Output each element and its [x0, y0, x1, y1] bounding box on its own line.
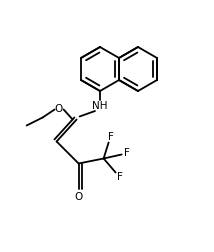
Text: F: F [124, 147, 129, 158]
Text: F: F [117, 172, 123, 181]
Text: F: F [108, 133, 114, 142]
Text: NH: NH [92, 101, 108, 111]
Text: O: O [55, 105, 63, 114]
Text: O: O [74, 192, 83, 202]
